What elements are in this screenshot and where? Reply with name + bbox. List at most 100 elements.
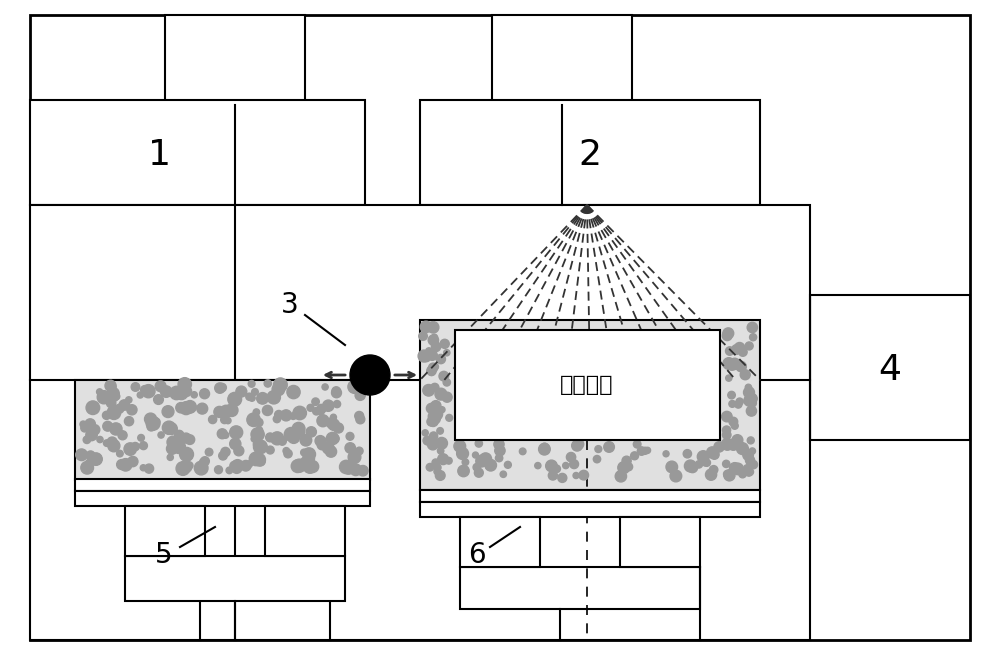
- Circle shape: [427, 350, 437, 361]
- Circle shape: [684, 460, 696, 472]
- Circle shape: [535, 463, 541, 468]
- Circle shape: [485, 459, 496, 471]
- Circle shape: [221, 447, 230, 457]
- Circle shape: [272, 383, 285, 395]
- Circle shape: [230, 438, 241, 449]
- Circle shape: [107, 390, 119, 401]
- Circle shape: [284, 449, 292, 458]
- Circle shape: [326, 418, 337, 428]
- Text: 5: 5: [155, 541, 173, 569]
- Circle shape: [348, 451, 361, 463]
- Circle shape: [342, 462, 355, 474]
- Circle shape: [728, 439, 739, 450]
- Circle shape: [428, 369, 435, 376]
- Circle shape: [573, 472, 579, 478]
- Circle shape: [631, 452, 639, 460]
- Circle shape: [432, 342, 439, 349]
- Circle shape: [427, 417, 436, 426]
- Circle shape: [288, 432, 300, 443]
- Circle shape: [705, 469, 717, 480]
- Circle shape: [443, 378, 450, 386]
- Circle shape: [103, 421, 113, 431]
- Circle shape: [548, 471, 557, 480]
- Circle shape: [201, 457, 209, 465]
- Circle shape: [743, 465, 751, 472]
- Circle shape: [332, 387, 341, 395]
- Circle shape: [230, 461, 239, 470]
- Circle shape: [457, 447, 469, 459]
- Circle shape: [300, 434, 312, 446]
- Circle shape: [246, 461, 253, 467]
- Circle shape: [322, 384, 328, 390]
- Bar: [75, 380, 370, 480]
- Circle shape: [251, 436, 257, 442]
- Circle shape: [323, 442, 334, 454]
- Circle shape: [546, 460, 557, 472]
- Circle shape: [435, 388, 447, 400]
- Circle shape: [437, 447, 444, 454]
- Circle shape: [732, 463, 744, 474]
- Circle shape: [205, 448, 213, 456]
- Circle shape: [709, 466, 718, 474]
- Bar: [125, 506, 205, 556]
- Circle shape: [177, 431, 183, 438]
- Bar: [30, 205, 810, 640]
- Circle shape: [306, 427, 316, 437]
- Circle shape: [317, 440, 327, 450]
- Circle shape: [170, 386, 183, 399]
- Circle shape: [604, 442, 614, 452]
- Circle shape: [495, 445, 505, 456]
- Circle shape: [434, 464, 441, 471]
- Circle shape: [332, 388, 341, 397]
- Circle shape: [155, 381, 166, 392]
- Circle shape: [89, 424, 100, 435]
- Circle shape: [480, 453, 492, 465]
- Circle shape: [670, 470, 682, 482]
- Circle shape: [199, 458, 208, 467]
- Circle shape: [473, 463, 481, 471]
- Circle shape: [427, 322, 439, 333]
- Circle shape: [313, 407, 320, 415]
- Circle shape: [97, 389, 103, 395]
- Circle shape: [236, 386, 247, 397]
- Circle shape: [442, 392, 452, 402]
- Circle shape: [725, 347, 734, 355]
- Circle shape: [723, 358, 735, 370]
- Circle shape: [113, 393, 120, 400]
- Circle shape: [432, 364, 439, 370]
- Circle shape: [339, 461, 353, 474]
- Circle shape: [90, 453, 102, 465]
- Circle shape: [160, 386, 172, 397]
- Circle shape: [749, 461, 758, 468]
- Bar: [620, 517, 700, 567]
- Bar: [420, 490, 760, 502]
- Circle shape: [423, 436, 432, 445]
- Circle shape: [86, 451, 95, 460]
- Circle shape: [274, 378, 287, 392]
- Circle shape: [172, 440, 185, 453]
- Circle shape: [740, 370, 750, 380]
- Circle shape: [348, 380, 361, 393]
- Circle shape: [147, 422, 155, 431]
- Circle shape: [230, 426, 243, 439]
- Circle shape: [115, 404, 124, 413]
- Bar: [420, 502, 760, 517]
- Circle shape: [724, 470, 731, 478]
- Circle shape: [504, 461, 511, 468]
- Circle shape: [472, 452, 479, 458]
- Circle shape: [687, 463, 698, 472]
- Circle shape: [427, 439, 438, 450]
- Circle shape: [277, 387, 283, 393]
- Circle shape: [426, 403, 436, 413]
- Circle shape: [76, 449, 87, 461]
- Circle shape: [750, 334, 757, 341]
- Circle shape: [434, 468, 441, 475]
- Circle shape: [214, 407, 225, 417]
- Circle shape: [287, 386, 300, 399]
- Circle shape: [358, 465, 368, 476]
- Circle shape: [429, 432, 438, 440]
- Circle shape: [722, 426, 731, 434]
- Circle shape: [436, 438, 447, 449]
- Circle shape: [186, 462, 193, 469]
- Circle shape: [724, 470, 735, 481]
